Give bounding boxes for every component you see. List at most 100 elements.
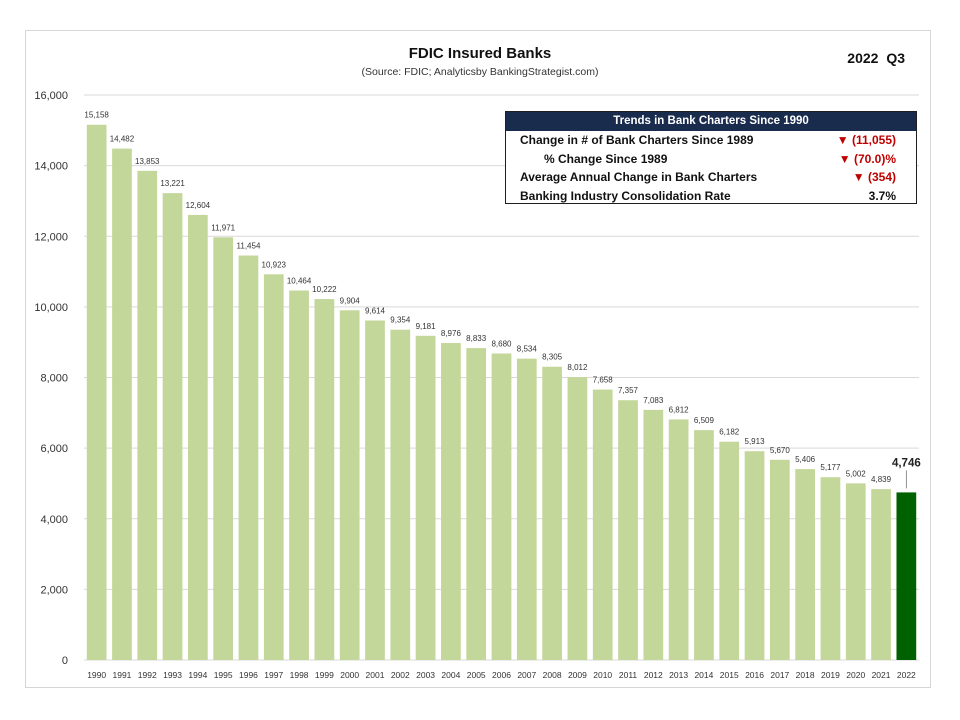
data-label: 8,534 [517,345,538,354]
bar [567,377,588,660]
summary-label: Average Annual Change in Bank Charters [520,170,758,184]
trends-summary-title: Trends in Bank Charters Since 1990 [506,112,916,131]
x-tick-label: 2005 [467,670,486,680]
bar [643,409,664,660]
bar [390,329,411,660]
chart-subtitle: (Source: FDIC; Analyticsby BankingStrate… [361,66,599,78]
data-label: 4,839 [871,475,892,484]
data-label: 15,158 [84,111,109,120]
data-label: 6,812 [669,405,690,414]
bar [314,299,335,660]
x-tick-label: 2012 [644,670,663,680]
bar [516,358,537,660]
bar [845,483,866,660]
x-tick-label: 2019 [821,670,840,680]
summary-label: Change in # of Bank Charters Since 1989 [520,133,754,147]
x-tick-label: 2004 [441,670,460,680]
y-tick-label: 16,000 [34,90,68,102]
summary-row-consolidation-rate: Banking Industry Consolidation Rate 3.7% [506,187,916,206]
data-label: 13,853 [135,157,160,166]
bar [187,214,208,660]
data-label: 6,182 [719,428,740,437]
x-tick-label: 2008 [543,670,562,680]
x-tick-label: 2016 [745,670,764,680]
data-label: 8,305 [542,353,563,362]
y-axis-ticks: 0 2,000 4,000 6,000 8,000 10,000 12,000 14,000 1… [34,90,68,667]
bars [86,124,917,661]
data-label: 8,680 [491,339,512,348]
x-tick-label: 1997 [264,670,283,680]
y-tick-label: 10,000 [34,302,68,314]
y-tick-label: 6,000 [40,443,68,455]
data-label: 9,614 [365,307,386,316]
data-label: 14,482 [110,135,135,144]
data-label: 12,604 [186,201,211,210]
x-tick-label: 2009 [568,670,587,680]
data-label: 9,904 [340,296,361,305]
bar [491,353,512,660]
y-tick-label: 4,000 [40,514,68,526]
data-label: 8,976 [441,329,462,338]
x-tick-label: 1999 [315,670,334,680]
data-label: 8,833 [466,334,487,343]
chart-title: FDIC Insured Banks [408,45,552,62]
x-tick-label: 2007 [517,670,536,680]
x-tick-label: 2013 [669,670,688,680]
x-tick-label: 1995 [214,670,233,680]
period-label: 2022 Q3 [847,50,905,66]
x-tick-label: 1992 [138,670,157,680]
bar [162,193,183,661]
y-tick-label: 12,000 [34,231,68,243]
y-tick-label: 14,000 [34,161,68,173]
bar [618,400,638,660]
bar [795,469,816,660]
bar [592,389,613,660]
summary-label: Banking Industry Consolidation Rate [520,188,731,203]
data-label: 8,012 [567,363,588,372]
data-label: 5,177 [820,463,841,472]
bar [820,477,841,660]
x-tick-label: 2018 [796,670,815,680]
data-label: 5,670 [770,446,791,455]
bar [213,237,234,661]
bar [86,124,107,660]
data-label: 9,181 [416,322,437,331]
data-labels: 15,158 14,482 13,853 13,221 12,604 11,971 11,4… [84,111,921,489]
bar [769,459,790,660]
data-label: 10,464 [287,276,312,285]
data-label: 5,406 [795,455,816,464]
x-tick-label: 2000 [340,670,359,680]
x-tick-label: 2001 [366,670,385,680]
x-tick-label: 1991 [112,670,131,680]
bar [289,290,309,660]
summary-value: ▼ (354) [852,170,896,184]
x-tick-label: 2014 [694,670,713,680]
data-label: 6,509 [694,416,715,425]
x-tick-label: 1998 [290,670,309,680]
data-label: 11,454 [237,242,261,251]
data-label: 7,357 [618,386,639,395]
bar [542,366,562,660]
x-tick-label: 2006 [492,670,511,680]
x-tick-label: 2003 [416,670,435,680]
x-tick-label: 1990 [87,670,106,680]
summary-row-charter-change: Change in # of Bank Charters Since 1989 … [506,131,916,150]
x-tick-label: 2021 [872,670,891,680]
bar [339,310,360,660]
bar [896,492,917,660]
chart-frame [25,30,931,688]
summary-value: ▼ (70.0)% [838,151,896,166]
bar [112,148,132,660]
bar [694,430,714,660]
x-axis-ticks: 1990 1991 1992 1993 1994 1995 1996 1997 1998 1999… [87,670,916,680]
bar [744,451,765,660]
data-label: 10,222 [312,285,337,294]
bar [415,335,436,660]
trends-summary-box: Trends in Bank Charters Since 1990 Chang… [505,111,917,204]
bar [466,348,487,660]
y-tick-label: 0 [62,655,68,667]
x-tick-label: 2010 [593,670,612,680]
summary-value: ▼ (11,055) [836,133,896,147]
x-tick-label: 2017 [770,670,789,680]
